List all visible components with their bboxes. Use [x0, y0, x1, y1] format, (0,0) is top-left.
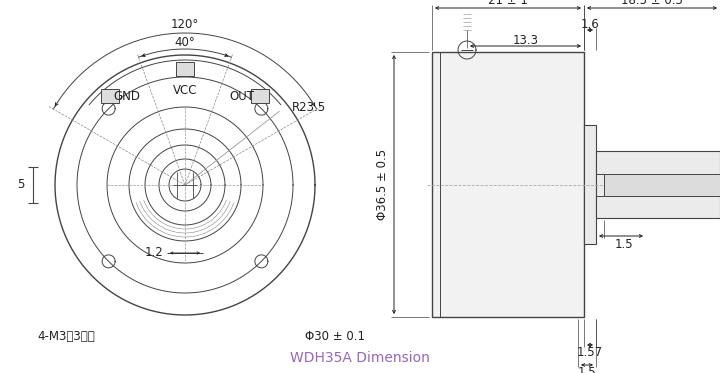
Text: 13.3: 13.3 [513, 34, 539, 47]
Text: 5: 5 [17, 179, 25, 191]
Bar [176, 62, 194, 76]
Text: R23.5: R23.5 [292, 101, 326, 114]
Text: OUT: OUT [230, 91, 254, 103]
Bar [584, 125, 596, 244]
Bar [604, 173, 720, 195]
Text: 1.2: 1.2 [144, 247, 163, 260]
Bar [432, 52, 584, 317]
Text: 21 ± 1: 21 ± 1 [488, 0, 528, 7]
Text: Φ36.5 ± 0.5: Φ36.5 ± 0.5 [376, 149, 389, 220]
Bar [102, 89, 120, 103]
Text: 1.6: 1.6 [580, 18, 599, 31]
Text: 120°: 120° [171, 19, 199, 31]
Text: 18.5 ± 0.5: 18.5 ± 0.5 [621, 0, 683, 7]
Bar [251, 89, 269, 103]
Text: 1.5: 1.5 [615, 238, 634, 251]
Text: 1.57: 1.57 [577, 347, 603, 360]
Bar [596, 151, 720, 218]
Text: Φ30 ± 0.1: Φ30 ± 0.1 [305, 330, 365, 344]
Text: VCC: VCC [173, 84, 197, 97]
Text: GND: GND [114, 91, 140, 103]
Text: 4-M3深3以上: 4-M3深3以上 [37, 330, 95, 344]
Text: 1.5: 1.5 [577, 367, 596, 373]
Text: WDH35A Dimension: WDH35A Dimension [290, 351, 430, 365]
Text: 40°: 40° [175, 35, 195, 48]
